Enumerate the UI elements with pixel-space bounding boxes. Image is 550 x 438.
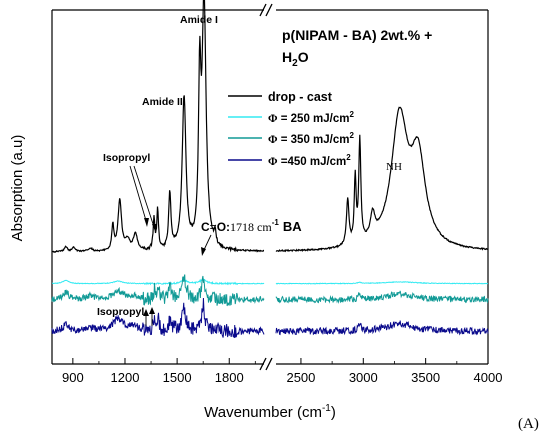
x-tick-label-3500: 3500 [411,370,440,385]
co-arrowhead [201,247,206,256]
legend-label-drop-cast: drop - cast [268,90,333,104]
annotation-nh: NH [386,161,402,173]
series-line-1-seg-2 [275,106,489,253]
x-ticks: 900 1200 1500 1800 2500 3000 3500 4000 [62,358,502,385]
annotation-amide-ii: Amide II [142,96,183,108]
annotations: Amide I Amide II Isopropyl NH C=O:1718 c… [97,14,402,326]
plot-frame [51,9,489,365]
legend-label-450: Φ =450 mJ/cm2 [268,153,351,168]
x-tick-label-1200: 1200 [111,370,140,385]
x-axis-label: Wavenumber (cm-1) [204,403,336,421]
series-line-4-seg-2 [275,320,489,336]
isopropyl-arrowhead-2 [152,224,157,233]
spectra [51,0,489,339]
axis-break-bottom [259,357,273,371]
annotation-isopropyl-low: Isopropyl [97,306,144,318]
series-3 [51,274,489,307]
chart-title-solvent: H2O [282,49,309,69]
series-line-3-seg-2 [275,290,489,304]
x-tick-label-1500: 1500 [163,370,192,385]
isopropyl-arrowhead-1 [144,218,149,227]
annotation-amide-i: Amide I [180,14,218,26]
x-tick-label-2500: 2500 [286,370,315,385]
series-line-3-seg-1 [51,274,265,307]
x-tick-label-3000: 3000 [349,370,378,385]
series-line-1-seg-1 [51,0,265,253]
series-line-2-seg-2 [275,281,489,285]
legend-label-250: Φ = 250 mJ/cm2 [268,110,354,125]
isopropyl-arrow-1 [129,165,148,225]
panel-label: (A) [518,416,539,432]
axis-break-top [259,3,273,17]
annotation-isopropyl: Isopropyl [103,152,150,164]
isopropyl-low-arrowhead-1 [143,309,149,316]
legend: drop - cast Φ = 250 mJ/cm2 Φ = 350 mJ/cm… [228,90,354,168]
series-line-2-seg-1 [51,278,265,286]
series-line-4-seg-1 [51,298,265,339]
chart-title: p(NIPAM - BA) 2wt.% + [282,27,432,43]
x-tick-label-1800: 1800 [215,370,244,385]
x-tick-label-4000: 4000 [474,370,503,385]
x-tick-label-900: 900 [62,370,84,385]
isopropyl-low-arrowhead-2 [149,307,155,314]
isopropyl-arrow-2 [133,165,156,231]
y-axis-label: Absorption (a.u) [9,135,26,242]
series-4 [51,298,489,339]
legend-label-350: Φ = 350 mJ/cm2 [268,131,354,146]
series-1 [51,0,489,253]
annotation-co-ba: C=O:1718 cm-1 BA [201,218,302,234]
series-2 [51,278,489,286]
